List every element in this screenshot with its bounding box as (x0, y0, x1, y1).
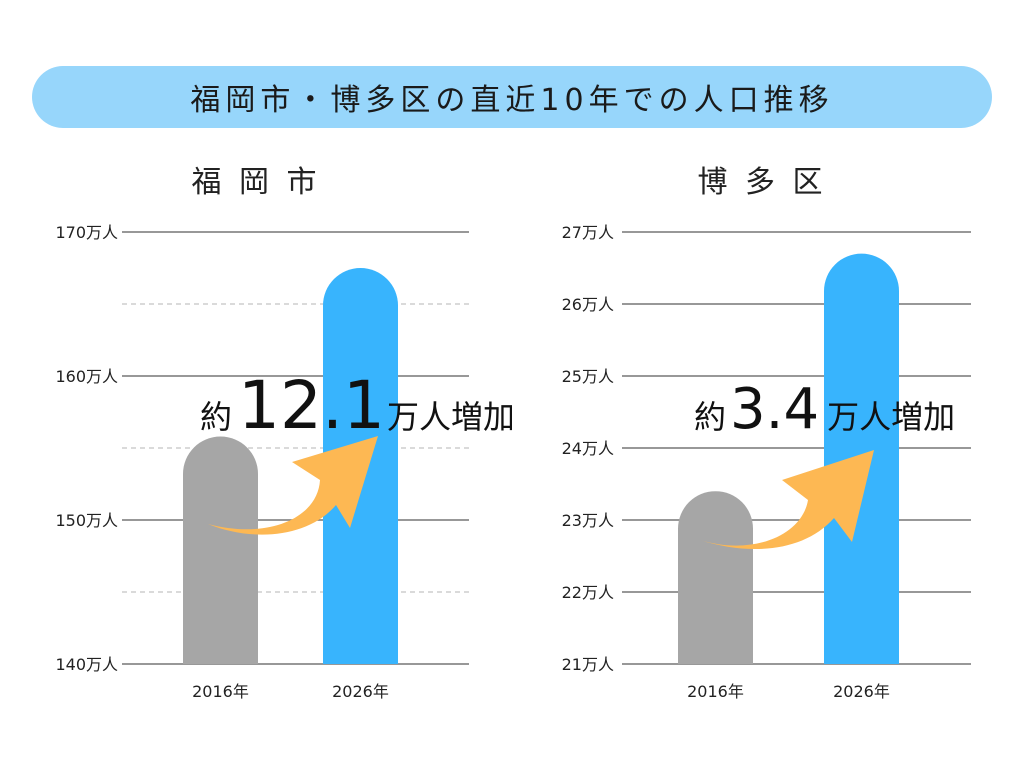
y-axis-labels: 140万人 150万人 160万人 170万人 (55, 223, 118, 674)
annotation-number: 3.4 (730, 377, 819, 442)
y-tick-label: 22万人 (562, 583, 614, 602)
minor-grid-lines (122, 303, 469, 593)
chart-title: 博 多 区 (697, 165, 826, 200)
page-title: 福岡市・博多区の直近10年での人口推移 (190, 83, 834, 118)
annotation-suffix: 万人増加 (827, 398, 955, 436)
y-axis-labels: 21万人 22万人 23万人 24万人 25万人 26万人 27万人 (562, 223, 614, 674)
increase-annotation: 約3.4 万人増加 (694, 377, 955, 442)
y-tick-label: 140万人 (55, 655, 118, 674)
x-axis-labels: 2016年 2026年 (192, 682, 389, 701)
chart-title: 福 岡 市 (191, 165, 320, 200)
fukuoka-city-chart: 福 岡 市 140万人 150万人 160万人 170万人 約12.1万人増加 201… (55, 165, 512, 701)
annotation-suffix: 万人増加 (387, 398, 512, 436)
y-tick-label: 25万人 (562, 367, 614, 386)
y-tick-label: 150万人 (55, 511, 118, 530)
y-tick-label: 24万人 (562, 439, 614, 458)
title-banner: 福岡市・博多区の直近10年での人口推移 (32, 66, 992, 128)
y-tick-label: 23万人 (562, 511, 614, 530)
x-axis-labels: 2016年 2026年 (687, 682, 890, 701)
y-tick-label: 27万人 (562, 223, 614, 242)
y-tick-label: 21万人 (562, 655, 614, 674)
annotation-number: 12.1 (238, 367, 385, 444)
y-tick-label: 160万人 (55, 367, 118, 386)
bar-2016年 (678, 491, 753, 664)
bar-2016年 (183, 436, 258, 664)
grid-lines (122, 231, 469, 665)
annotation-prefix: 約 (200, 398, 232, 436)
x-tick-label: 2026年 (833, 682, 890, 701)
curved-up-arrow-icon (208, 436, 378, 535)
grid-lines (622, 231, 971, 665)
increase-annotation: 約12.1万人増加 (200, 367, 512, 444)
x-tick-label: 2016年 (687, 682, 744, 701)
x-tick-label: 2016年 (192, 682, 249, 701)
annotation-prefix: 約 (694, 398, 726, 436)
y-tick-label: 26万人 (562, 295, 614, 314)
curved-up-arrow-icon (700, 450, 874, 550)
y-tick-label: 170万人 (55, 223, 118, 242)
x-tick-label: 2026年 (332, 682, 389, 701)
hakata-ward-chart: 博 多 区 21万人 22万人 23万人 24万人 25万人 26万人 27万人 約3.4 万… (562, 165, 971, 701)
